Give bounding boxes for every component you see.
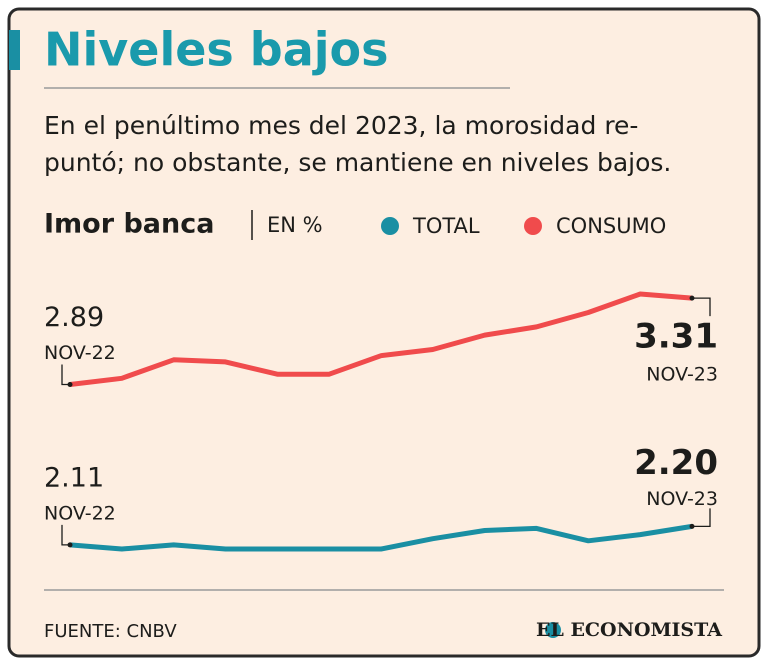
source: FUENTE: CNBV bbox=[44, 621, 177, 642]
legend-label: TOTAL bbox=[412, 214, 480, 238]
publisher: EL ECONOMISTA bbox=[536, 619, 722, 641]
legend-marker bbox=[524, 217, 542, 235]
unit-label: EN % bbox=[267, 213, 323, 237]
date-label: NOV-23 bbox=[646, 364, 718, 386]
legend-label: CONSUMO bbox=[556, 214, 666, 238]
date-label: NOV-22 bbox=[44, 502, 116, 524]
title-accent bbox=[9, 30, 20, 70]
legend-marker bbox=[381, 217, 399, 235]
value-label: 2.11 bbox=[44, 462, 104, 493]
value-label: 3.31 bbox=[634, 317, 718, 357]
value-label: 2.20 bbox=[634, 443, 718, 483]
label-bracket bbox=[61, 524, 70, 546]
logo-icon bbox=[545, 622, 561, 638]
series-line bbox=[69, 523, 693, 552]
label-bracket bbox=[692, 508, 711, 528]
value-label: 2.89 bbox=[44, 302, 104, 333]
series-line bbox=[69, 291, 693, 387]
label-bracket bbox=[61, 364, 70, 386]
label-bracket bbox=[692, 297, 711, 317]
date-label: NOV-23 bbox=[646, 488, 718, 510]
subtitle-line: En el penúltimo mes del 2023, la morosid… bbox=[44, 111, 638, 140]
date-label: NOV-22 bbox=[44, 342, 116, 364]
chart-label: Imor banca bbox=[44, 209, 214, 240]
subtitle-line: puntó; no obstante, se mantiene en nivel… bbox=[44, 148, 671, 177]
chart-title: Niveles bajos bbox=[44, 23, 389, 77]
frame bbox=[7, 7, 761, 658]
